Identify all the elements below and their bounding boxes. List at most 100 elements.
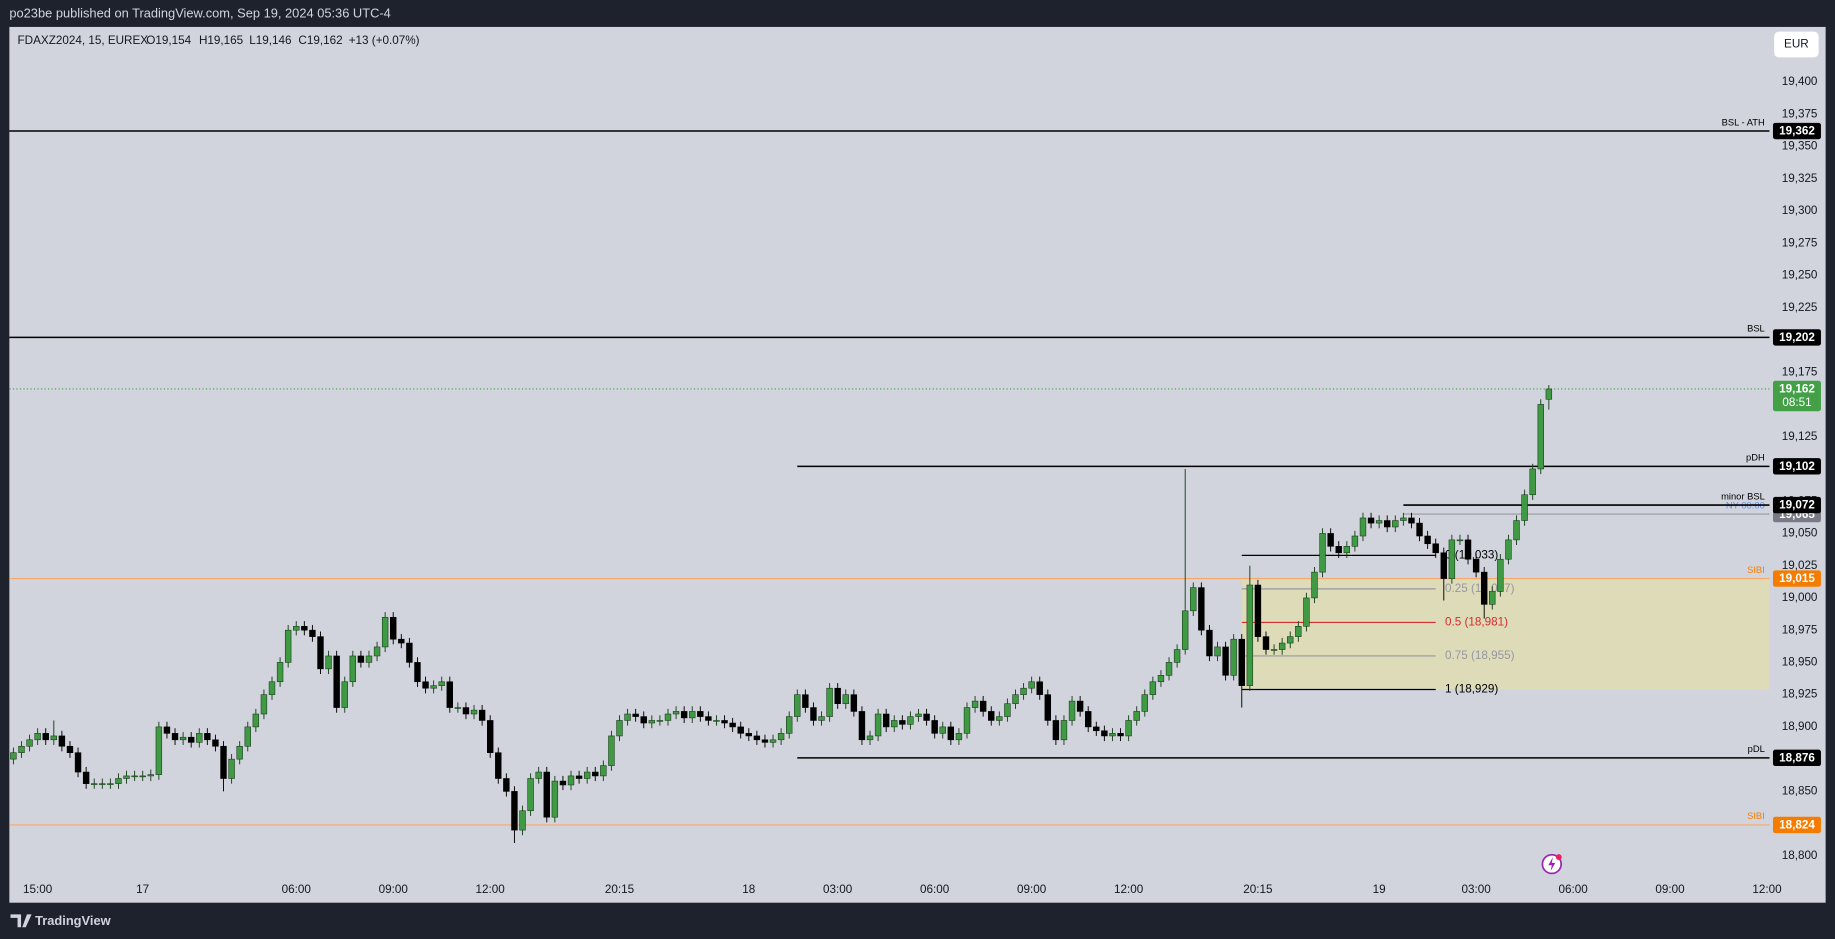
candle-body xyxy=(575,775,583,779)
y-tick-label: 19,375 xyxy=(1782,107,1818,120)
candle-body xyxy=(276,662,284,683)
x-tick-label: 06:00 xyxy=(920,883,950,896)
candle-body xyxy=(503,778,510,792)
candle-body xyxy=(1254,584,1262,637)
candle-body xyxy=(1044,694,1052,721)
last-price-label: 19,162 xyxy=(1779,383,1815,396)
candle-body xyxy=(955,733,963,741)
candle-body xyxy=(58,735,66,747)
candle-body xyxy=(648,720,656,724)
y-tick-label: 19,175 xyxy=(1782,365,1818,378)
symbol: FDAXZ2024, 15, EUREX xyxy=(18,34,149,47)
legend: FDAXZ2024, 15, EUREX O19,154 H19,165 L19… xyxy=(18,34,420,47)
candle-body xyxy=(640,716,647,724)
candle-body xyxy=(414,662,421,683)
y-tick-label: 19,025 xyxy=(1782,559,1818,572)
level-label: pDH xyxy=(1746,453,1765,463)
y-tick-label: 19,250 xyxy=(1782,269,1818,282)
alert-icon[interactable] xyxy=(1541,853,1563,875)
y-tick-label: 18,950 xyxy=(1782,656,1818,669)
candle-body xyxy=(1367,517,1375,524)
candle-body xyxy=(1052,720,1060,741)
fib-label: 0 (19,033) xyxy=(1445,548,1498,561)
candle-body xyxy=(462,707,470,715)
candle-body xyxy=(923,713,930,721)
candle-body xyxy=(947,726,955,741)
currency-button-bg[interactable] xyxy=(1774,31,1819,58)
candle-body xyxy=(1351,535,1359,547)
candle-body xyxy=(293,626,300,631)
candle-body xyxy=(66,745,74,753)
candle-body xyxy=(1165,662,1173,676)
candle-body xyxy=(398,638,405,644)
x-tick-label: 06:00 xyxy=(1558,883,1588,896)
candle-body xyxy=(583,771,591,779)
plot: 18,80018,82518,85018,87518,90018,92518,9… xyxy=(9,75,1821,896)
x-tick-label: 15:00 xyxy=(23,883,53,896)
candle-body xyxy=(91,783,98,785)
candle-body xyxy=(931,720,938,734)
candle-body xyxy=(171,733,179,741)
candle-body xyxy=(1222,646,1229,676)
alert-bolt[interactable] xyxy=(1548,857,1556,872)
candle-body xyxy=(600,765,607,777)
x-tick-label: 03:00 xyxy=(1461,883,1491,896)
candle-body xyxy=(268,681,276,695)
candle-body xyxy=(697,711,704,717)
candle-body xyxy=(1408,517,1415,524)
candle-body xyxy=(1278,642,1286,650)
candle-body xyxy=(963,707,971,734)
level-price-box xyxy=(1772,329,1821,346)
x-tick-label: 06:00 xyxy=(282,883,312,896)
candle-body xyxy=(672,711,680,715)
candle-body xyxy=(1157,675,1165,683)
x-tick-label: 20:15 xyxy=(605,883,635,896)
candle-body xyxy=(1424,535,1431,545)
candle-body xyxy=(99,783,106,785)
level-price-label: 18,824 xyxy=(1779,819,1815,832)
level-label: BSL - ATH xyxy=(1722,117,1765,127)
y-tick-label: 19,050 xyxy=(1782,527,1818,540)
candle-body xyxy=(115,778,122,784)
candle-body xyxy=(470,709,478,715)
level-price-box xyxy=(1772,816,1821,834)
candle-body xyxy=(1262,636,1270,650)
candle-body xyxy=(82,771,90,784)
ohlc-low: L19,146 xyxy=(249,34,291,47)
candle-body xyxy=(123,775,130,779)
candle-body xyxy=(1004,703,1011,717)
alert-dot[interactable] xyxy=(1555,854,1562,860)
candle-body xyxy=(1472,558,1480,573)
currency[interactable]: EUR xyxy=(1784,38,1809,51)
candle-body xyxy=(309,629,316,637)
candle-body xyxy=(996,716,1003,721)
candle-body xyxy=(1335,546,1342,554)
candle-body xyxy=(858,711,866,741)
candle-body xyxy=(422,681,429,689)
ohlc-close: C19,162 xyxy=(298,34,342,47)
level-label: SIBI xyxy=(1747,565,1765,575)
level-price-box xyxy=(1772,749,1821,767)
candle-body xyxy=(10,752,17,760)
candle-body xyxy=(842,694,849,704)
y-tick-label: 18,975 xyxy=(1782,623,1818,636)
candle-body xyxy=(721,720,728,724)
candle-body xyxy=(907,716,914,725)
candle-body xyxy=(1270,649,1278,651)
candle-body xyxy=(535,771,542,779)
candle-body xyxy=(381,616,389,648)
x-tick-label: 09:00 xyxy=(379,883,409,896)
candle-body xyxy=(1093,726,1100,732)
level-price-label: 18,876 xyxy=(1779,752,1815,765)
y-tick-label: 18,925 xyxy=(1782,688,1818,701)
candle-body xyxy=(1287,636,1294,644)
candle-body xyxy=(1068,700,1076,721)
currency-button[interactable]: EUR xyxy=(1774,31,1819,58)
x-tick-label: 12:00 xyxy=(1752,883,1782,896)
x-tick-label: 09:00 xyxy=(1655,883,1685,896)
candle-body xyxy=(252,713,260,728)
candle-body xyxy=(131,775,138,778)
candle-body xyxy=(1319,533,1326,573)
candle-body xyxy=(365,655,373,663)
